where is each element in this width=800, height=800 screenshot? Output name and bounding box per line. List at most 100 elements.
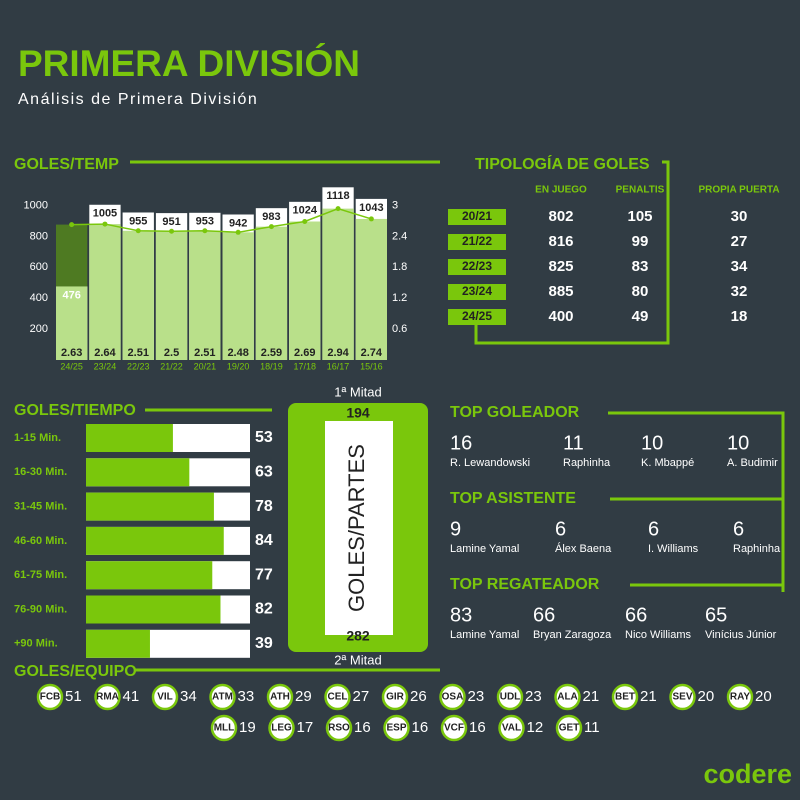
y2-tick-label: 0.6 (392, 323, 407, 335)
cell: 80 (632, 283, 649, 300)
line (71, 207, 372, 234)
team-badge (498, 714, 525, 742)
season-box (448, 309, 506, 325)
top-value: 16 (450, 432, 472, 454)
team-badge (36, 683, 64, 711)
cell: 105 (627, 208, 652, 225)
team-badge (726, 683, 754, 711)
top-value: 6 (648, 518, 659, 540)
team-badge (555, 714, 583, 742)
line-label: 2.94 (327, 347, 349, 359)
team-abbr: ATH (270, 692, 290, 703)
top-name: Lamine Yamal (450, 629, 519, 641)
top-value: 66 (533, 604, 555, 626)
bar-label: 951 (162, 216, 180, 228)
cell: 802 (548, 208, 573, 225)
season-label: 22/23 (462, 259, 492, 273)
area (255, 226, 288, 360)
team-badge (611, 683, 639, 711)
team-abbr: RSO (328, 723, 350, 734)
cell: 49 (632, 308, 649, 325)
bar (86, 561, 213, 590)
team-abbr: FCB (40, 692, 61, 703)
team-badge (324, 683, 351, 711)
value-label: 77 (255, 566, 273, 583)
team-abbr: GET (559, 723, 580, 734)
top-value: 6 (555, 518, 566, 540)
cell: 83 (632, 258, 649, 275)
team-abbr: UDL (500, 692, 521, 703)
top-name: A. Budimir (727, 457, 778, 469)
cell: 400 (548, 308, 573, 325)
team-abbr: BET (615, 692, 635, 703)
team-abbr: ESP (386, 723, 406, 734)
team-abbr: ALA (557, 692, 578, 703)
team-badge (151, 683, 179, 711)
bar-label: 1024 (293, 205, 318, 217)
title: PRIMERA DIVISIÓN (18, 42, 360, 84)
x-tick-label: 19/20 (227, 361, 250, 371)
partes-title: GOLES/PARTES (344, 444, 369, 612)
team-abbr: RAY (730, 692, 751, 703)
y-tick-label: 200 (30, 323, 48, 335)
team-goals: 29 (295, 688, 312, 705)
x-tick-label: 17/18 (293, 361, 316, 371)
top-value: 83 (450, 604, 472, 626)
top-value: 10 (727, 432, 749, 454)
top-name: I. Williams (648, 543, 699, 555)
team-badge (381, 683, 409, 711)
team-abbr: GIR (386, 692, 405, 703)
x-tick-label: 22/23 (127, 361, 150, 371)
line-point (69, 222, 75, 228)
team-goals: 51 (65, 688, 82, 705)
line-label: 2.51 (194, 347, 215, 359)
area (56, 286, 88, 360)
section-title: GOLES/EQUIPO (14, 663, 137, 680)
x-tick-label: 24/25 (60, 361, 83, 371)
top-value: 65 (705, 604, 727, 626)
team-abbr: CEL (328, 692, 348, 703)
bar-label: 476 (62, 289, 80, 301)
bar (86, 424, 173, 452)
team-abbr: VCF (444, 723, 464, 734)
bar-label: 953 (196, 216, 214, 228)
y-tick-label: 1000 (24, 199, 48, 211)
cell: 885 (548, 283, 573, 300)
area (322, 208, 354, 360)
section-title: TOP GOLEADOR (450, 404, 580, 421)
team-goals: 19 (239, 719, 256, 736)
half-value: 194 (346, 405, 370, 421)
line-label: 2.69 (294, 347, 315, 359)
bar-label: 1043 (359, 202, 383, 214)
team-goals: 33 (238, 688, 255, 705)
category-label: +90 Min. (14, 638, 58, 650)
line-label: 2.74 (361, 347, 383, 359)
top-name: Raphinha (733, 543, 781, 555)
team-abbr: MLL (214, 723, 235, 734)
section-title: GOLES/TEMP (14, 156, 119, 173)
line-point (235, 229, 241, 235)
line-label: 2.63 (61, 347, 82, 359)
bar (86, 458, 190, 487)
bar (86, 526, 224, 555)
line-label: 2.51 (128, 347, 149, 359)
area (89, 224, 121, 360)
season-label: 21/22 (462, 234, 492, 248)
cell: 825 (548, 258, 573, 275)
line-point (302, 218, 308, 224)
partes-inner (325, 421, 393, 635)
season-box (448, 234, 506, 250)
line-label: 2.48 (227, 347, 248, 359)
cell: 34 (731, 258, 748, 275)
season-label: 24/25 (462, 309, 492, 323)
y2-tick-label: 1.2 (392, 292, 407, 304)
team-goals: 17 (297, 719, 314, 736)
season-box (448, 209, 506, 225)
team-abbr: VAL (502, 723, 521, 734)
top-value: 10 (641, 432, 663, 454)
top-name: K. Mbappé (641, 457, 694, 469)
area (222, 232, 254, 360)
top-name: Nico Williams (625, 629, 692, 641)
bar-label: 1005 (93, 208, 117, 220)
